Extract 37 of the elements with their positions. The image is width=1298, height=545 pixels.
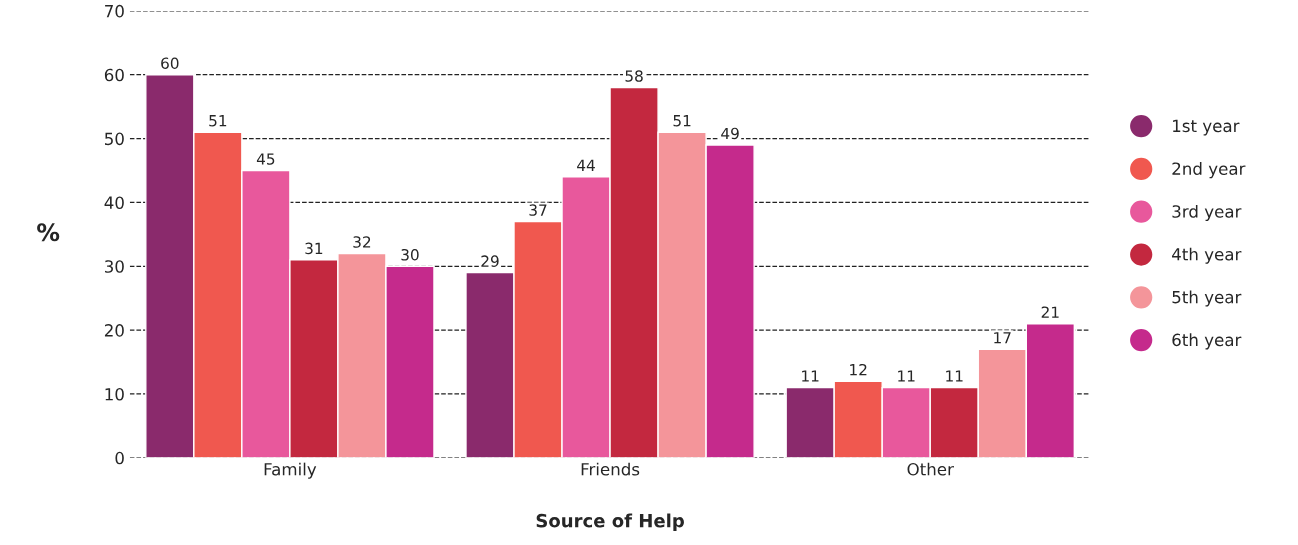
- data-label: 49: [721, 127, 739, 140]
- x-tick-label: Other: [907, 462, 954, 476]
- data-label: 11: [946, 370, 963, 382]
- y-tick-label: 20: [104, 324, 124, 337]
- data-label: 45: [256, 153, 275, 165]
- legend-label: 1st year: [1173, 119, 1240, 136]
- x-tick-label: Family: [264, 462, 317, 479]
- data-label: 32: [353, 236, 371, 248]
- y-tick-label: 60: [104, 68, 124, 82]
- data-label: 51: [209, 115, 227, 127]
- y-tick-label: 10: [105, 387, 124, 401]
- x-tick-label: Friends: [581, 462, 640, 476]
- y-tick-label: 30: [105, 260, 124, 273]
- y-tick-label: 70: [105, 4, 124, 18]
- data-label: 11: [802, 370, 819, 382]
- legend-label: 2nd year: [1172, 162, 1246, 179]
- legend-label: 4th year: [1172, 247, 1242, 264]
- data-label: 31: [305, 242, 323, 255]
- data-label: 11: [898, 370, 915, 382]
- y-tick-label: 0: [115, 451, 124, 465]
- data-label: 60: [161, 57, 179, 70]
- data-label: 58: [625, 70, 643, 82]
- x-axis-title: Source of Help: [536, 513, 684, 531]
- legend-label: 6th year: [1172, 333, 1242, 350]
- y-tick-label: 40: [104, 196, 124, 209]
- data-label: 21: [1041, 306, 1059, 318]
- data-label: 44: [577, 159, 595, 171]
- legend-label: 5th year: [1172, 290, 1242, 307]
- data-label: 29: [481, 255, 499, 267]
- data-label: 17: [994, 332, 1011, 344]
- data-label: 37: [529, 204, 547, 216]
- data-label: 12: [850, 363, 867, 376]
- data-label: 51: [673, 115, 691, 127]
- data-label: 30: [401, 248, 419, 261]
- legend-label: 3rd year: [1172, 204, 1242, 222]
- y-axis-title: %: [37, 223, 60, 242]
- y-tick-label: 50: [105, 132, 124, 146]
